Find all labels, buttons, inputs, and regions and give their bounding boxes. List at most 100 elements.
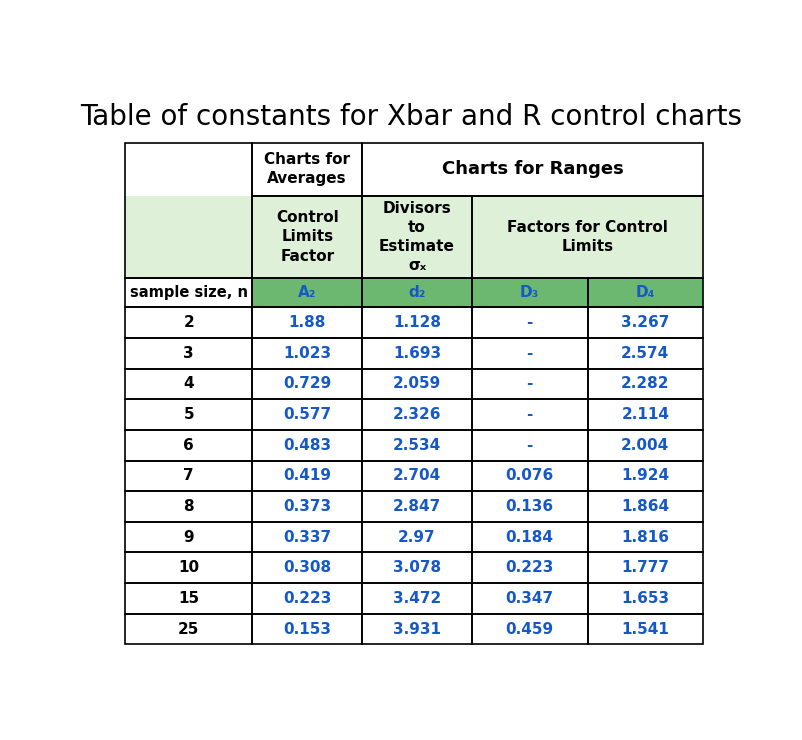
Bar (253, 491, 363, 522)
Bar (253, 522, 363, 553)
Bar (253, 553, 363, 583)
Text: Divisors
to
Estimate
σₓ: Divisors to Estimate σₓ (379, 201, 455, 273)
Bar (125, 338, 253, 369)
Bar (588, 491, 703, 522)
Text: 1.023: 1.023 (283, 346, 331, 361)
Text: 1.653: 1.653 (622, 591, 670, 606)
Bar (125, 553, 253, 583)
Bar (588, 460, 703, 491)
Bar (253, 143, 363, 195)
Bar (253, 613, 363, 645)
Text: 0.373: 0.373 (283, 499, 331, 514)
Bar (253, 583, 363, 613)
Text: 2.847: 2.847 (393, 499, 441, 514)
Bar (588, 491, 703, 522)
Bar (253, 430, 363, 460)
Bar (125, 460, 253, 491)
Bar (253, 522, 363, 553)
Bar (363, 338, 472, 369)
Bar (472, 369, 588, 400)
Bar (125, 369, 253, 400)
Text: 7: 7 (184, 468, 194, 483)
Bar (253, 553, 363, 583)
Bar (588, 430, 703, 460)
Bar (363, 430, 472, 460)
Text: 2.114: 2.114 (622, 407, 670, 422)
Bar (125, 491, 253, 522)
Bar (363, 307, 472, 338)
Bar (472, 400, 588, 430)
Text: 1.693: 1.693 (393, 346, 441, 361)
Text: 3: 3 (184, 346, 194, 361)
Bar (125, 583, 253, 613)
Bar (125, 307, 253, 338)
Text: 2.282: 2.282 (621, 377, 670, 391)
Bar (253, 307, 363, 338)
Text: 0.337: 0.337 (283, 530, 331, 545)
Bar (363, 613, 472, 645)
Bar (363, 522, 472, 553)
Text: Control
Limits
Factor: Control Limits Factor (276, 210, 338, 263)
Bar (253, 369, 363, 400)
Bar (588, 369, 703, 400)
Text: 1.864: 1.864 (622, 499, 670, 514)
Bar (588, 400, 703, 430)
Bar (472, 522, 588, 553)
Bar (363, 195, 472, 278)
Bar (588, 522, 703, 553)
Bar (588, 338, 703, 369)
Bar (472, 460, 588, 491)
Text: 2.059: 2.059 (393, 377, 441, 391)
Bar (363, 195, 472, 278)
Bar (125, 553, 253, 583)
Bar (472, 195, 703, 278)
Bar (472, 491, 588, 522)
Text: 6: 6 (184, 438, 194, 453)
Text: 2.326: 2.326 (393, 407, 441, 422)
Bar (125, 522, 253, 553)
Bar (253, 338, 363, 369)
Bar (125, 430, 253, 460)
Text: 2.704: 2.704 (393, 468, 441, 483)
Text: 0.419: 0.419 (283, 468, 331, 483)
Bar (253, 400, 363, 430)
Text: A₂: A₂ (298, 286, 316, 300)
Text: 0.729: 0.729 (283, 377, 331, 391)
Bar (363, 338, 472, 369)
Bar (472, 491, 588, 522)
Text: 0.577: 0.577 (283, 407, 331, 422)
Text: 5: 5 (184, 407, 194, 422)
Bar (588, 460, 703, 491)
Text: 1.128: 1.128 (393, 315, 441, 330)
Bar (125, 583, 253, 613)
Bar (253, 491, 363, 522)
Bar (363, 491, 472, 522)
Bar (588, 307, 703, 338)
Bar (363, 143, 703, 195)
Text: 1.816: 1.816 (622, 530, 670, 545)
Text: Factors for Control
Limits: Factors for Control Limits (507, 220, 668, 254)
Text: 2.004: 2.004 (622, 438, 670, 453)
Text: Charts for Ranges: Charts for Ranges (442, 161, 623, 178)
Bar (125, 460, 253, 491)
Bar (125, 369, 253, 400)
Bar (363, 583, 472, 613)
Text: D₃: D₃ (520, 286, 540, 300)
Bar (125, 278, 253, 307)
Bar (125, 195, 253, 278)
Bar (363, 613, 472, 645)
Text: d₂: d₂ (408, 286, 426, 300)
Text: 25: 25 (178, 622, 200, 636)
Text: 2.534: 2.534 (393, 438, 441, 453)
Bar (253, 583, 363, 613)
Text: 8: 8 (184, 499, 194, 514)
Text: 4: 4 (184, 377, 194, 391)
Bar (253, 613, 363, 645)
Text: 1.924: 1.924 (622, 468, 670, 483)
Text: Charts for
Averages: Charts for Averages (264, 152, 350, 186)
Bar (472, 583, 588, 613)
Bar (588, 430, 703, 460)
Bar (472, 278, 588, 307)
Bar (253, 143, 363, 195)
Text: 3.267: 3.267 (622, 315, 670, 330)
